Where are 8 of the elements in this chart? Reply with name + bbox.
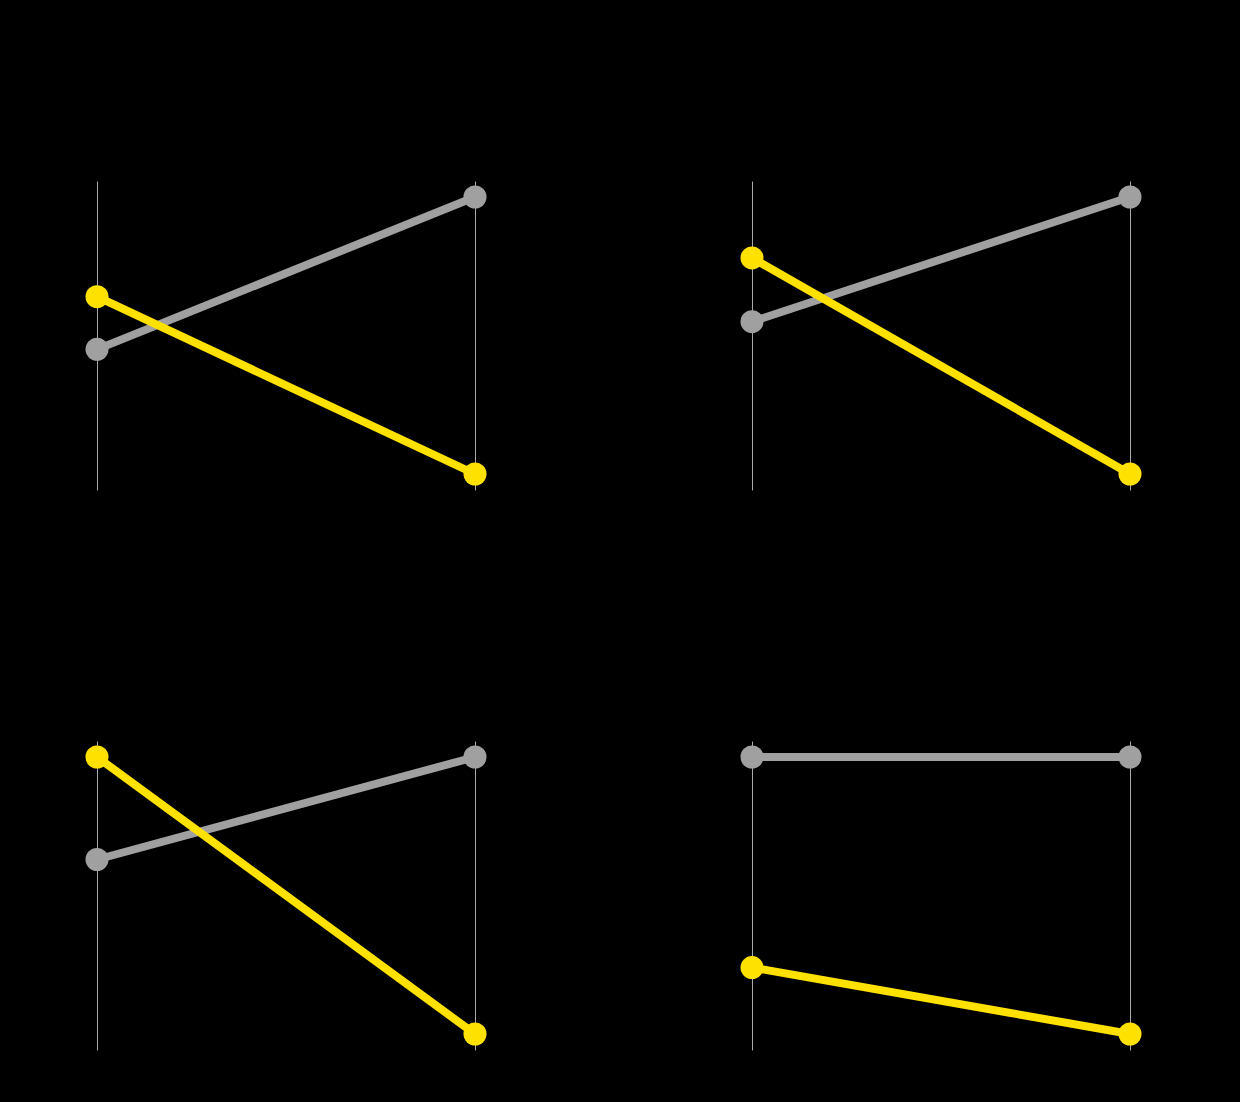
point bbox=[1118, 462, 1142, 486]
point bbox=[1118, 185, 1142, 209]
point bbox=[740, 246, 764, 270]
point bbox=[740, 310, 764, 334]
point bbox=[463, 185, 487, 209]
point bbox=[463, 462, 487, 486]
point bbox=[85, 285, 109, 309]
point bbox=[85, 337, 109, 361]
